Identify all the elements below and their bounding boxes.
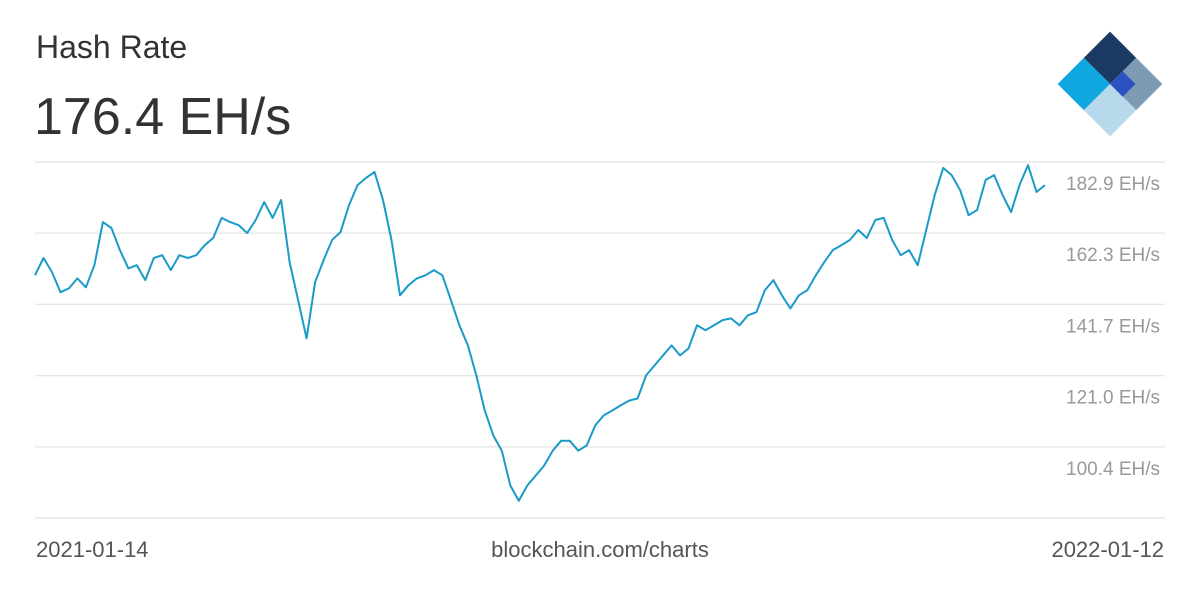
chart-title: Hash Rate (36, 29, 187, 65)
source: blockchain.com/charts (491, 537, 709, 562)
data-line (34, 164, 1046, 502)
y-tick-label: 141.7 EH/s (1066, 316, 1160, 337)
y-tick-label: 121.0 EH/s (1066, 388, 1160, 409)
current-value: 176.4 EH/s (34, 88, 291, 146)
logo (1057, 31, 1163, 137)
y-tick-label: 162.3 EH/s (1066, 245, 1160, 266)
x-start-label: 2021-01-14 (36, 537, 149, 562)
y-tick-label: 182.9 EH/s (1066, 174, 1160, 195)
x-end-label: 2022-01-12 (1051, 537, 1164, 562)
y-tick-label: 100.4 EH/s (1066, 459, 1160, 480)
